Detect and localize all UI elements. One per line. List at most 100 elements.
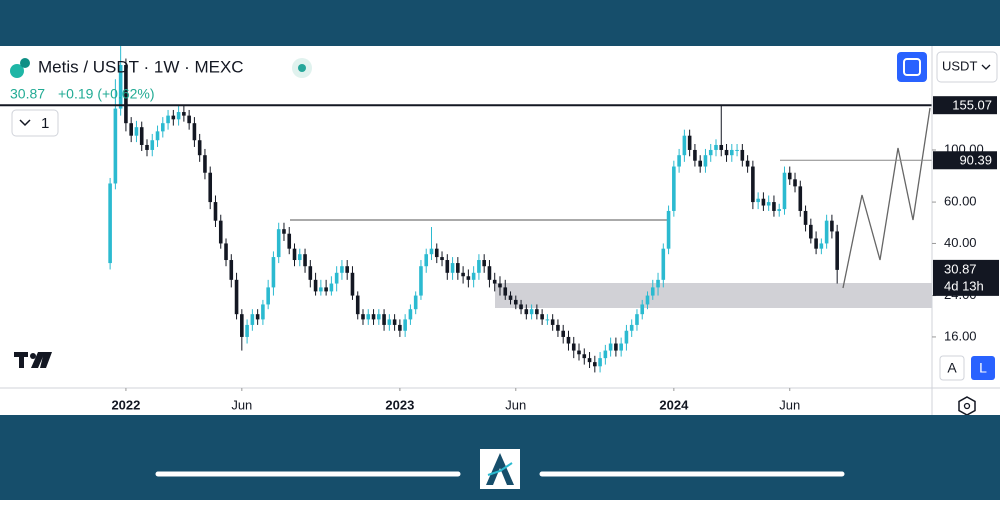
candle-body: [445, 260, 450, 273]
candle-body: [308, 266, 313, 280]
candle-body: [398, 324, 402, 331]
candle-body: [166, 115, 170, 124]
candle-body: [550, 319, 555, 325]
candle-body: [387, 319, 392, 325]
zone: [495, 283, 932, 308]
candle-body: [729, 149, 734, 156]
candle-body: [835, 231, 839, 270]
candle-body: [171, 115, 176, 120]
candle-body: [619, 343, 623, 351]
interval-count: 1: [41, 115, 49, 132]
candle-body: [413, 295, 418, 310]
x-tick-label: Jun: [779, 397, 800, 412]
candle-body: [645, 295, 650, 305]
candle-body: [661, 248, 666, 280]
candle-body: [608, 343, 613, 351]
candle-body: [761, 198, 766, 206]
candle-body: [377, 314, 381, 320]
candle-body: [793, 179, 797, 187]
candle-body: [255, 314, 260, 320]
icon: [903, 58, 921, 76]
candle-body: [677, 155, 681, 167]
candle-body: [118, 64, 123, 109]
top-band: [0, 0, 1000, 46]
candle-body: [498, 283, 502, 288]
candle-body: [371, 314, 376, 320]
candle-body: [545, 319, 550, 321]
candle-body: [477, 260, 481, 273]
candle-body: [345, 266, 349, 273]
candle-body: [182, 112, 186, 116]
candle-body: [419, 266, 423, 296]
price-label: 90.39: [959, 153, 992, 168]
candle-body: [361, 314, 365, 320]
candle-body: [213, 202, 218, 221]
candle-body: [593, 362, 597, 367]
candle-body: [487, 266, 492, 280]
candle-body: [234, 279, 239, 315]
log-scale-button[interactable]: [971, 356, 995, 380]
candle-body: [245, 324, 249, 337]
last-price: 30.87: [944, 261, 977, 276]
currency-dropdown[interactable]: [936, 51, 998, 83]
candle-body: [508, 295, 513, 300]
candle-body: [535, 309, 539, 315]
button-label: L: [979, 360, 987, 376]
candle-body: [513, 299, 518, 305]
candle-body: [503, 287, 508, 296]
fullscreen-button[interactable]: [897, 52, 927, 82]
candle-body: [150, 140, 155, 150]
candle-body: [782, 172, 787, 210]
candle-body: [672, 166, 676, 211]
x-tick-label: 2023: [385, 397, 414, 412]
candle-body: [350, 272, 355, 296]
candle-body: [355, 295, 360, 315]
candle-body: [292, 248, 297, 261]
tv-logo: [14, 352, 52, 368]
candle-body: [666, 210, 671, 249]
candle-body: [187, 115, 191, 124]
button-label: A: [947, 360, 957, 376]
candle-body: [282, 229, 286, 234]
candle-body: [635, 314, 639, 325]
candle-body: [803, 210, 808, 225]
candle-body: [461, 272, 465, 277]
candle-body: [139, 127, 144, 145]
candle-body: [587, 358, 592, 363]
candle-body: [777, 209, 782, 211]
candle-body: [218, 220, 223, 244]
candle-body: [682, 135, 687, 156]
candle-body: [745, 160, 750, 167]
candle-body: [424, 254, 429, 267]
status: [298, 64, 306, 72]
icon: [963, 402, 971, 410]
last-price-box: [933, 259, 999, 296]
candle-body: [276, 229, 281, 258]
candle-body: [703, 155, 708, 167]
price: 30.87: [10, 86, 45, 102]
candle-body: [392, 319, 397, 325]
candle-body: [561, 330, 566, 337]
auto-scale-button[interactable]: [939, 355, 965, 381]
candle-body: [197, 140, 202, 156]
candle-body: [787, 172, 792, 180]
candle-body: [160, 123, 165, 132]
candle-body: [819, 243, 824, 249]
candle-body: [340, 266, 344, 273]
candle-body: [324, 287, 328, 292]
price-label-box: [933, 151, 997, 170]
candle-body: [240, 314, 244, 337]
currency: USDT: [942, 58, 977, 73]
candle-body: [766, 202, 771, 206]
candle-body: [656, 279, 660, 288]
candle-body: [313, 279, 318, 292]
candle-body: [724, 149, 729, 156]
candle-body: [571, 343, 576, 351]
candle-body: [319, 287, 323, 292]
candle-body: [582, 354, 587, 359]
candle-body: [303, 254, 307, 267]
interval-dropdown[interactable]: [11, 109, 59, 137]
chevron: [981, 64, 991, 70]
candle-body: [271, 257, 276, 288]
